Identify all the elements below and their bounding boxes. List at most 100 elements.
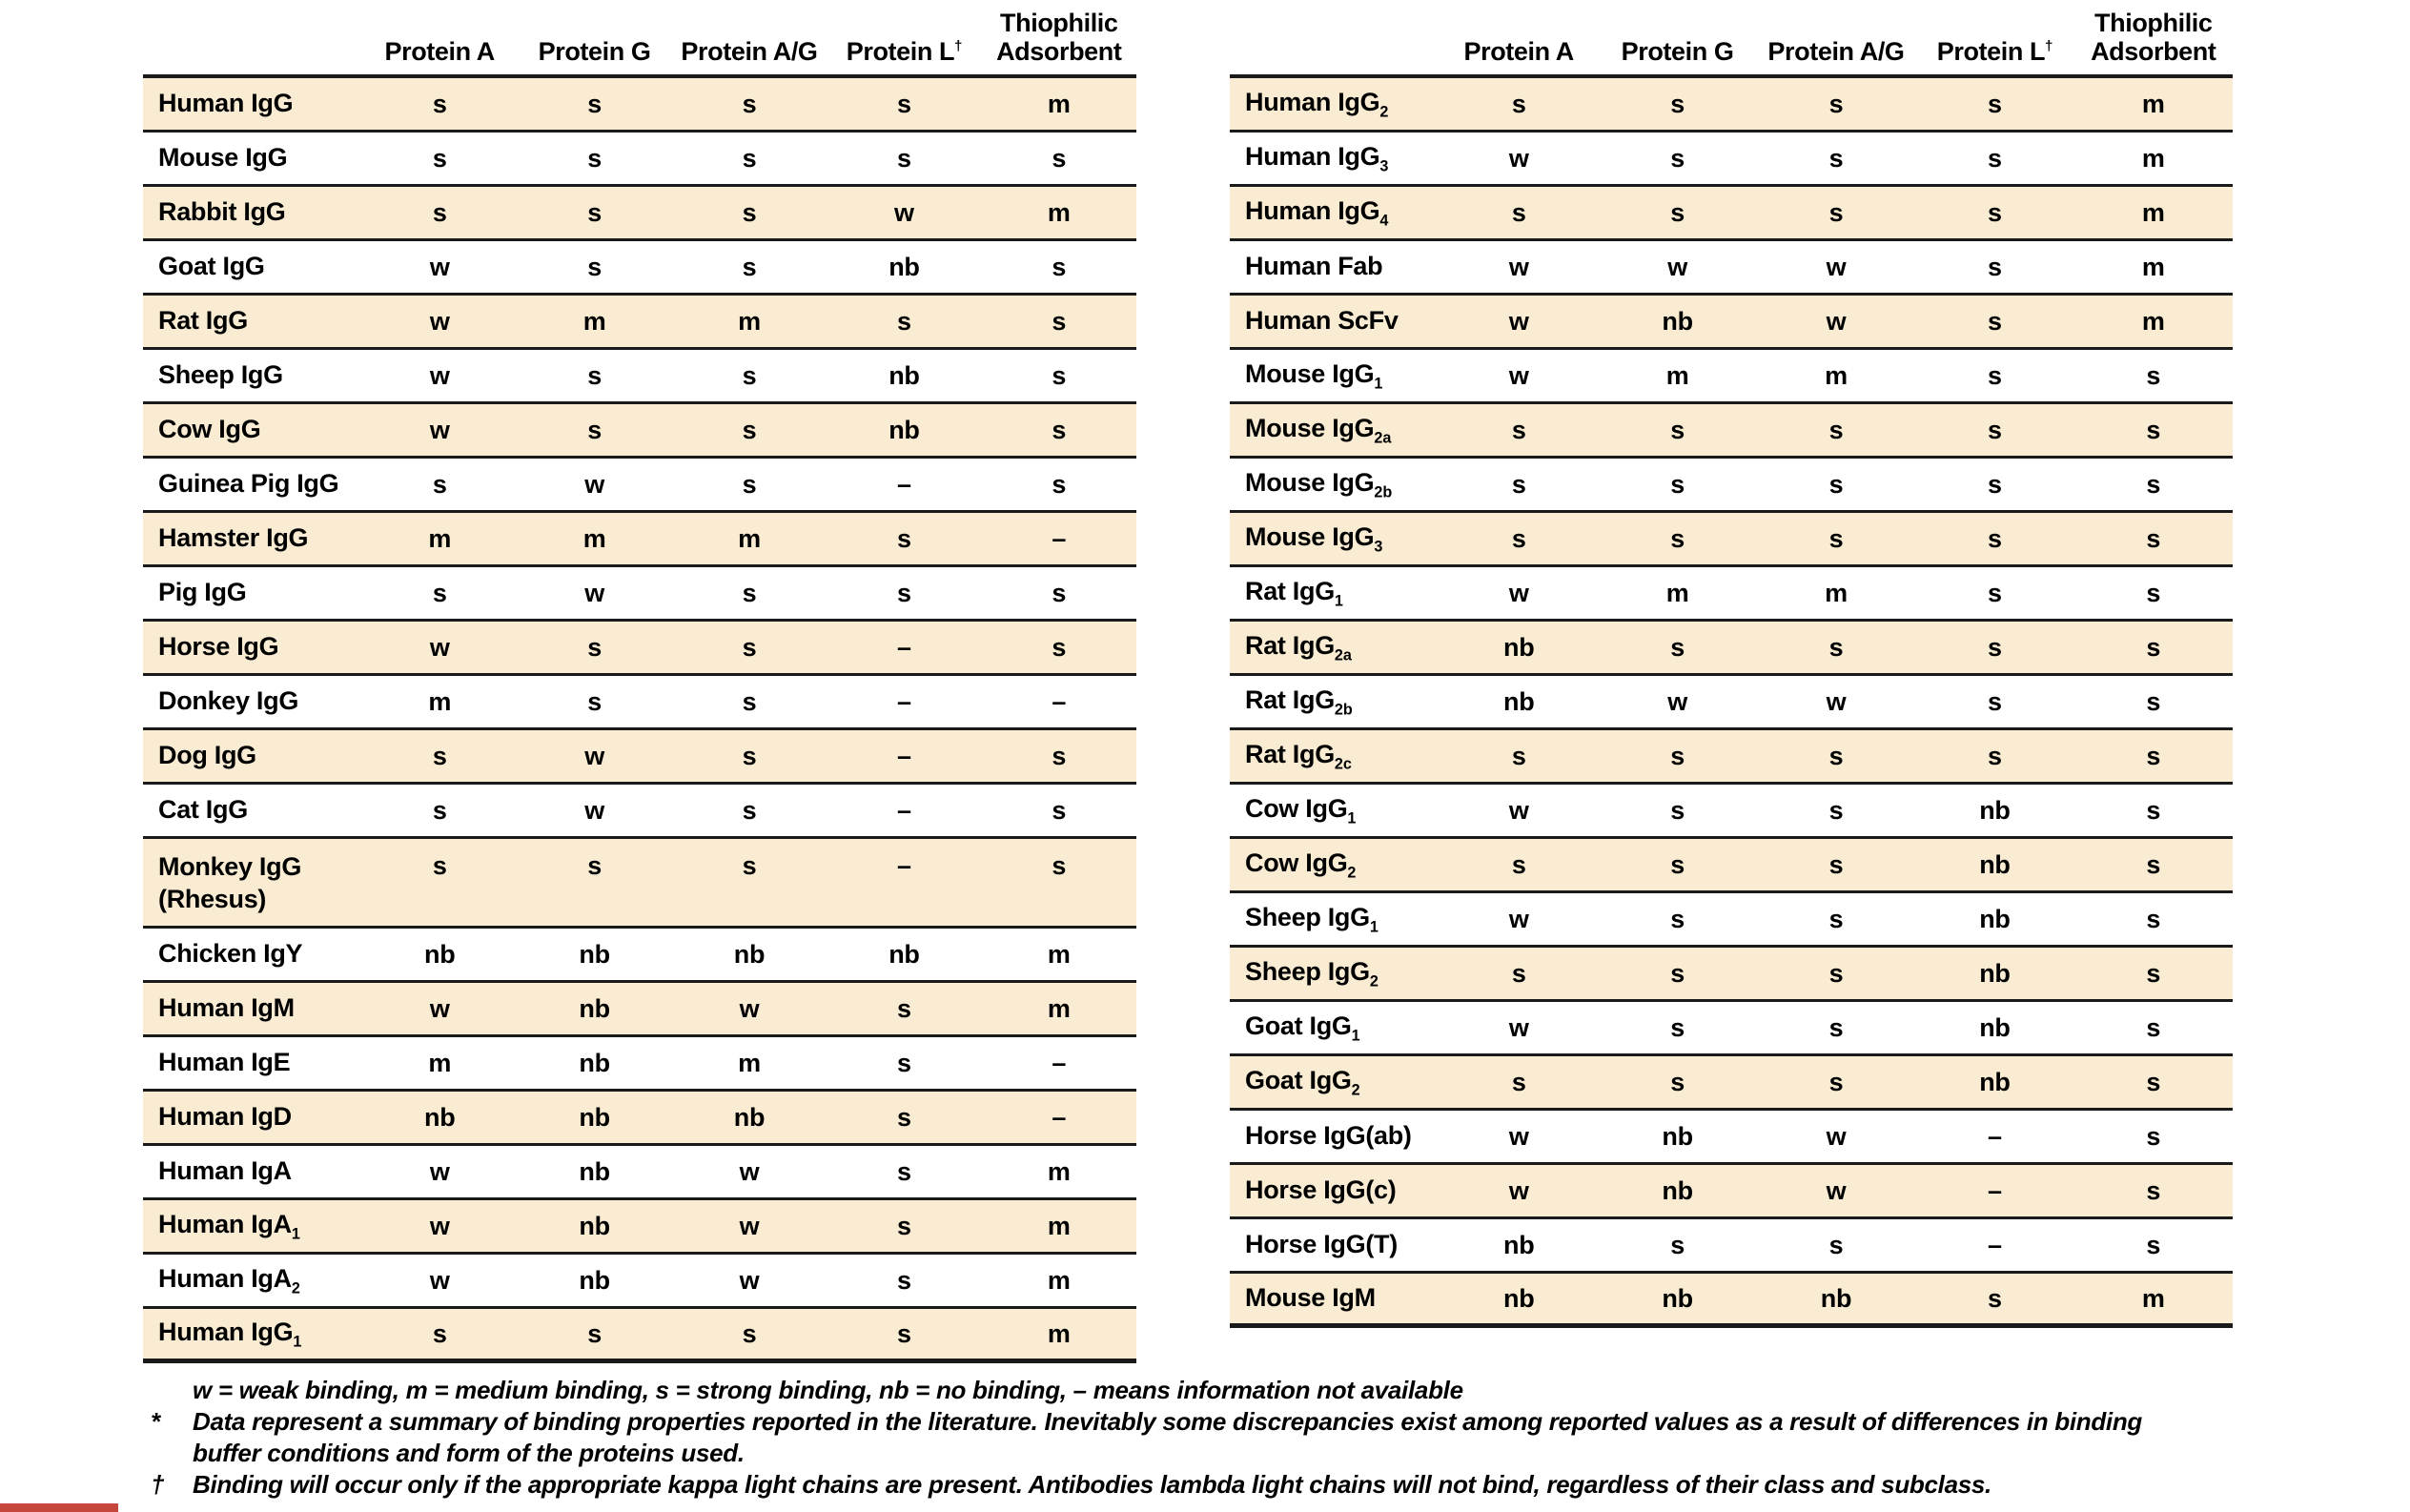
table-row: Human IgG3 w s s s m bbox=[1230, 133, 2233, 187]
table-row: Human IgG2 s s s s m bbox=[1230, 78, 2233, 133]
binding-value-cell: – bbox=[1052, 686, 1067, 716]
table-row: Mouse IgG s s s s s bbox=[143, 133, 1136, 187]
binding-value-cell: nb bbox=[1503, 686, 1535, 716]
binding-value-cell: s bbox=[2146, 686, 2161, 716]
binding-value-cell: s bbox=[742, 252, 757, 281]
table-row: Hamster IgG m m m s – bbox=[143, 513, 1136, 567]
binding-value-cell: s bbox=[1670, 1230, 1685, 1259]
table-row: Sheep IgG1 w s s nb s bbox=[1230, 893, 2233, 948]
binding-value-cell: – bbox=[897, 795, 911, 825]
table-row: Mouse IgG1 w m m s s bbox=[1230, 350, 2233, 404]
binding-value-cell: m bbox=[2141, 306, 2165, 336]
binding-value-cell: s bbox=[1670, 795, 1685, 825]
row-label: Sheep IgG bbox=[158, 360, 283, 390]
binding-value-cell: s bbox=[432, 89, 447, 118]
binding-value-cell: s bbox=[1828, 958, 1844, 988]
binding-value-cell: s bbox=[1988, 197, 2002, 227]
binding-value-cell: nb bbox=[579, 993, 610, 1023]
row-label: Human IgA bbox=[158, 1156, 292, 1186]
row-label: Monkey IgG (Rhesus) bbox=[143, 839, 362, 916]
binding-value-cell: m bbox=[428, 1048, 452, 1077]
binding-value-cell: s bbox=[1828, 849, 1844, 879]
column-header: Protein A bbox=[384, 36, 495, 66]
binding-value-cell: nb bbox=[733, 939, 766, 969]
table-row: Horse IgG w s s – s bbox=[143, 622, 1136, 676]
binding-value-cell: s bbox=[897, 143, 911, 173]
binding-value-cell: w bbox=[429, 1211, 450, 1240]
binding-value-cell: s bbox=[742, 89, 757, 118]
binding-value-cell: – bbox=[1052, 1048, 1067, 1077]
binding-value-cell: w bbox=[1667, 686, 1687, 716]
binding-value-cell: m bbox=[582, 523, 606, 553]
binding-value-cell: m bbox=[1825, 360, 1848, 390]
binding-value-cell: w bbox=[584, 469, 604, 499]
table-row: Sheep IgG2 s s s nb s bbox=[1230, 948, 2233, 1002]
binding-value-cell: w bbox=[429, 632, 450, 662]
binding-value-cell: m bbox=[738, 523, 761, 553]
table-row: Cow IgG2 s s s nb s bbox=[1230, 839, 2233, 893]
binding-value-cell: s bbox=[1988, 632, 2002, 662]
binding-value-cell: s bbox=[1511, 958, 1526, 988]
binding-value-cell: – bbox=[897, 469, 911, 499]
binding-value-cell: nb bbox=[1503, 1230, 1535, 1259]
binding-value-cell: nb bbox=[888, 360, 920, 390]
binding-value-cell: w bbox=[1508, 1121, 1529, 1151]
binding-value-cell: w bbox=[584, 578, 604, 607]
row-label: Rat IgG bbox=[158, 306, 248, 336]
table-row: Rat IgG2c s s s s s bbox=[1230, 730, 2233, 785]
table-row: Human IgA w nb w s m bbox=[143, 1146, 1136, 1200]
table-row: Mouse IgG2b s s s s s bbox=[1230, 459, 2233, 513]
table-row: Human IgG1 s s s s m bbox=[143, 1309, 1136, 1363]
binding-value-cell: nb bbox=[1662, 1175, 1693, 1205]
binding-value-cell: s bbox=[1988, 741, 2002, 770]
binding-value-cell: s bbox=[1988, 469, 2002, 499]
table-row: Cat IgG s w s – s bbox=[143, 785, 1136, 839]
column-header: Protein G bbox=[1621, 36, 1734, 66]
binding-value-cell: s bbox=[897, 1048, 911, 1077]
binding-value-cell: nb bbox=[1503, 1283, 1535, 1313]
binding-value-cell: w bbox=[429, 1156, 450, 1186]
row-label: Rat IgG2a bbox=[1245, 630, 1352, 664]
binding-value-cell: w bbox=[1826, 306, 1847, 336]
binding-value-cell: s bbox=[1670, 632, 1685, 662]
table-row: Rat IgG1 w m m s s bbox=[1230, 567, 2233, 622]
column-header: Thiophilic Adsorbent bbox=[996, 8, 1122, 66]
table-row: Human ScFv w nb w s m bbox=[1230, 296, 2233, 350]
binding-value-cell: s bbox=[897, 993, 911, 1023]
table-row: Human IgG s s s s m bbox=[143, 78, 1136, 133]
table-row: Rat IgG2a nb s s s s bbox=[1230, 622, 2233, 676]
table-row: Cow IgG1 w s s nb s bbox=[1230, 785, 2233, 839]
footnote-text: Data represent a summary of binding prop… bbox=[193, 1407, 2142, 1436]
binding-value-cell: s bbox=[1828, 1067, 1844, 1096]
binding-value-cell: m bbox=[1047, 1265, 1071, 1295]
column-header: Protein L† bbox=[846, 36, 963, 66]
binding-value-cell: s bbox=[742, 415, 757, 444]
binding-value-cell: s bbox=[432, 578, 447, 607]
row-label: Donkey IgG bbox=[158, 686, 299, 716]
binding-value-cell: m bbox=[1047, 197, 1071, 227]
table-row: Horse IgG(ab) w nb w – s bbox=[1230, 1111, 2233, 1165]
binding-value-cell: s bbox=[1988, 252, 2002, 281]
row-label: Horse IgG(T) bbox=[1245, 1230, 1398, 1259]
column-header: Protein L† bbox=[1936, 36, 2053, 66]
row-label: Mouse IgG2b bbox=[1245, 467, 1393, 501]
binding-value-cell: w bbox=[1826, 1121, 1847, 1151]
binding-value-cell: nb bbox=[579, 1156, 610, 1186]
table-row: Donkey IgG m s s – – bbox=[143, 676, 1136, 730]
binding-value-cell: s bbox=[432, 1318, 447, 1348]
binding-value-cell: nb bbox=[1820, 1283, 1852, 1313]
binding-value-cell: s bbox=[897, 89, 911, 118]
binding-value-cell: s bbox=[1052, 741, 1067, 770]
binding-value-cell: nb bbox=[1662, 1283, 1693, 1313]
binding-value-cell: s bbox=[1052, 851, 1067, 880]
footnote-text: w = weak binding, m = medium binding, s … bbox=[193, 1376, 1463, 1404]
binding-value-cell: m bbox=[1047, 1211, 1071, 1240]
binding-value-cell: s bbox=[1052, 632, 1067, 662]
footnote-marker bbox=[145, 1375, 193, 1406]
table-row: Human Fab w w w s m bbox=[1230, 241, 2233, 296]
table-row: Goat IgG2 s s s nb s bbox=[1230, 1056, 2233, 1111]
binding-value-cell: nb bbox=[1979, 904, 2011, 933]
binding-value-cell: s bbox=[587, 686, 602, 716]
binding-value-cell: s bbox=[1052, 143, 1067, 173]
binding-value-cell: nb bbox=[424, 939, 456, 969]
